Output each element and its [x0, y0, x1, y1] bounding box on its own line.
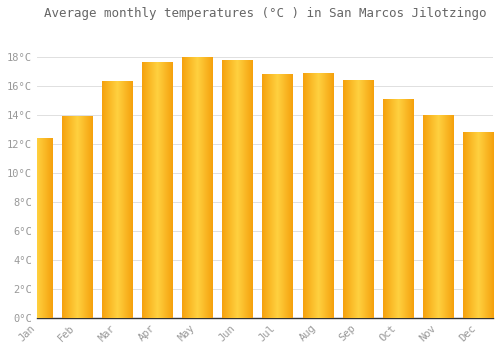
- Bar: [102, 82, 132, 318]
- Bar: [463, 132, 493, 318]
- Bar: [62, 117, 92, 318]
- Bar: [142, 63, 172, 318]
- Bar: [302, 73, 332, 318]
- Bar: [342, 80, 372, 318]
- Bar: [222, 60, 252, 318]
- Title: Average monthly temperatures (°C ) in San Marcos Jilotzingo: Average monthly temperatures (°C ) in Sa…: [44, 7, 486, 20]
- Bar: [423, 115, 453, 318]
- Bar: [22, 138, 52, 318]
- Bar: [262, 75, 292, 318]
- Bar: [383, 99, 413, 318]
- Bar: [182, 57, 212, 318]
